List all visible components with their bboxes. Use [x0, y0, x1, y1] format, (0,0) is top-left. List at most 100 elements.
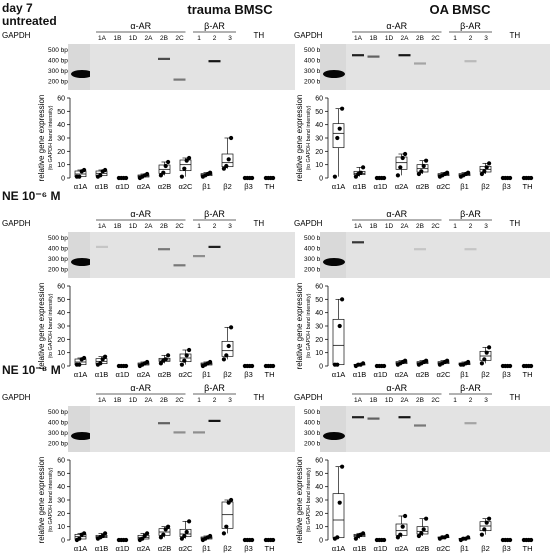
lane-label: 1B — [370, 223, 378, 230]
data-point — [403, 513, 408, 519]
gel-band — [398, 416, 411, 419]
lane-label: 2B — [416, 397, 424, 404]
data-point — [224, 163, 229, 169]
gel-band — [173, 78, 186, 81]
ladder-label: 400 bp- — [304, 58, 326, 65]
y-axis-sublabel: (to GAPDH band intensity) — [48, 467, 54, 532]
ladder-label: 500 bp- — [48, 235, 70, 242]
data-point — [77, 362, 82, 367]
x-tick-label: α2A — [395, 182, 409, 191]
y-tick-label: 10 — [315, 350, 323, 357]
th-label: TH — [510, 31, 521, 40]
x-tick-label: TH — [523, 182, 533, 191]
lane-label: 1A — [98, 223, 107, 230]
gapdh-band — [323, 258, 345, 266]
x-tick-label: β1 — [460, 370, 469, 379]
data-point — [340, 106, 345, 111]
data-point — [184, 158, 189, 163]
lane-label: 3 — [484, 35, 488, 42]
ladder-label: 300 bp- — [304, 430, 326, 437]
y-tick-label: 60 — [57, 284, 65, 291]
gapdh-gel — [320, 406, 348, 452]
data-point — [145, 171, 150, 177]
data-point — [419, 169, 424, 174]
lane-label: 1 — [197, 35, 201, 42]
x-tick-label: α1B — [353, 182, 367, 191]
data-point — [166, 353, 171, 358]
x-tick-label: β2 — [223, 182, 232, 191]
data-point — [398, 532, 403, 537]
y-tick-label: 10 — [57, 162, 65, 169]
data-point — [335, 535, 340, 540]
data-point — [163, 357, 168, 362]
alpha-ar-group: α-AR — [130, 21, 151, 31]
lane-label: 2B — [416, 223, 424, 230]
lane-label: 2 — [213, 35, 217, 42]
y-tick-label: 20 — [57, 337, 65, 344]
x-tick-label: α1D — [116, 182, 131, 191]
lane-label: 2A — [401, 223, 410, 230]
y-tick-label: 40 — [57, 484, 65, 491]
x-tick-label: α1B — [95, 370, 109, 379]
gel-band — [208, 60, 221, 63]
lane-label: 2A — [145, 35, 154, 42]
data-point — [479, 361, 484, 366]
ladder-label: 400 bp- — [48, 420, 70, 427]
x-tick-label: α2A — [137, 544, 151, 553]
data-point — [187, 155, 192, 161]
gel-band — [464, 60, 477, 63]
data-point — [182, 358, 187, 363]
ladder-label: 500 bp- — [304, 409, 326, 416]
x-tick-label: α2A — [137, 370, 151, 379]
beta-ar-group: β-AR — [460, 209, 481, 219]
lane-label: 2A — [401, 397, 410, 404]
alpha-ar-group: α-AR — [130, 209, 151, 219]
lane-label: 1 — [453, 223, 457, 230]
ladder-label: 200 bp- — [48, 441, 70, 448]
y-axis-label: relative gene expression — [295, 457, 304, 544]
gel-band — [193, 431, 205, 434]
data-point — [179, 362, 184, 367]
gel-band — [193, 255, 205, 258]
alpha-ar-group: α-AR — [386, 383, 407, 393]
gel-band — [158, 57, 170, 60]
data-point — [182, 166, 187, 171]
data-point — [208, 170, 213, 175]
data-point — [250, 363, 255, 369]
data-point — [145, 359, 150, 365]
gapdh-label: GAPDH — [2, 219, 31, 228]
data-point — [158, 361, 163, 366]
lane-label: 1B — [114, 397, 122, 404]
ar-gel — [346, 406, 550, 452]
y-tick-label: 50 — [57, 471, 65, 478]
x-tick-label: α2B — [158, 544, 172, 553]
x-tick-label: α1D — [374, 370, 389, 379]
y-tick-label: 20 — [315, 149, 323, 156]
data-point — [229, 325, 234, 330]
gel-band — [352, 416, 364, 419]
lane-label: 2A — [401, 35, 410, 42]
column-title-trauma: trauma BMSC — [187, 2, 273, 17]
data-point — [221, 531, 226, 536]
lane-label: 2 — [213, 397, 217, 404]
data-point — [484, 350, 489, 355]
data-point — [158, 535, 163, 540]
data-point — [224, 524, 229, 529]
data-point — [400, 155, 405, 161]
x-tick-label: α1D — [116, 544, 131, 553]
x-tick-label: α1B — [95, 182, 109, 191]
gapdh-label: GAPDH — [2, 393, 31, 402]
beta-ar-group: β-AR — [460, 383, 481, 393]
x-tick-label: α2B — [416, 370, 430, 379]
data-point — [421, 527, 426, 532]
y-tick-label: 20 — [315, 511, 323, 518]
lane-label: 1D — [385, 223, 394, 230]
data-point — [335, 135, 340, 141]
lane-label: 1D — [129, 223, 138, 230]
data-point — [226, 157, 231, 162]
data-point — [479, 171, 484, 177]
data-point — [337, 126, 342, 131]
x-tick-label: α1B — [353, 544, 367, 553]
y-tick-label: 10 — [57, 350, 65, 357]
lane-label: 2A — [145, 397, 154, 404]
